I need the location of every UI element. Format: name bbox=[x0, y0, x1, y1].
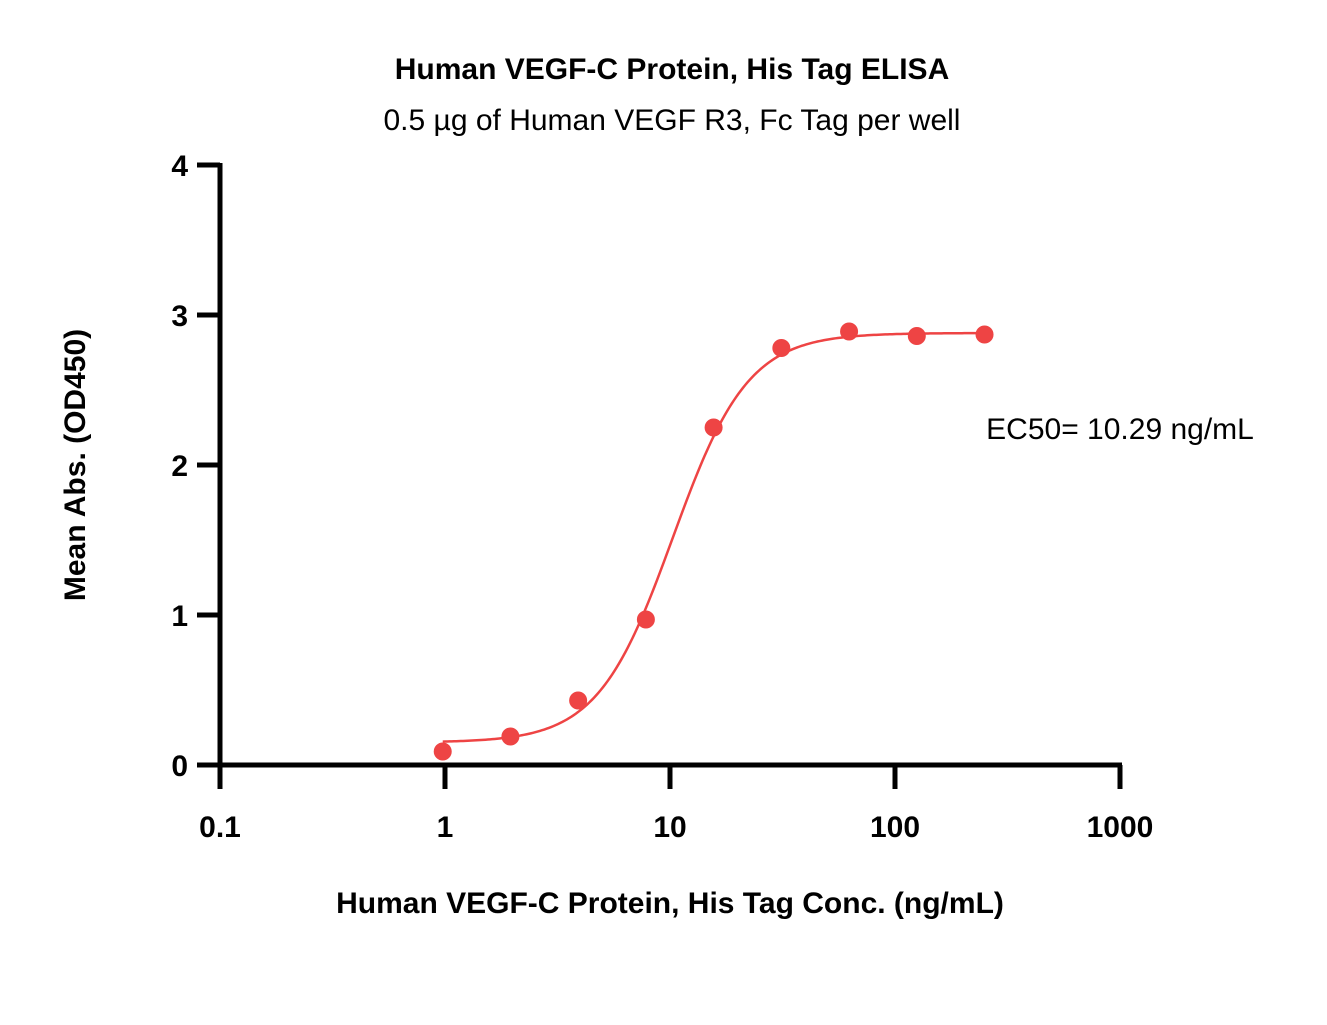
data-points bbox=[433, 322, 994, 761]
data-point bbox=[636, 610, 655, 629]
x-tick-label: 1 bbox=[437, 811, 454, 844]
y-tick-label: 2 bbox=[171, 450, 188, 483]
chart-subtitle: 0.5 µg of Human VEGF R3, Fc Tag per well bbox=[384, 104, 961, 137]
y-ticks: 0 1 2 3 4 bbox=[171, 150, 220, 783]
data-point bbox=[840, 322, 859, 341]
ec50-annotation: EC50= 10.29 ng/mL bbox=[986, 413, 1254, 446]
data-point bbox=[975, 325, 994, 344]
data-point bbox=[569, 691, 588, 710]
data-point bbox=[704, 418, 723, 437]
x-axis-label: Human VEGF-C Protein, His Tag Conc. (ng/… bbox=[336, 887, 1004, 920]
data-point bbox=[501, 727, 520, 746]
data-point bbox=[907, 327, 926, 345]
y-axis-label: Mean Abs. (OD450) bbox=[59, 329, 92, 601]
chart-title: Human VEGF-C Protein, His Tag ELISA bbox=[395, 53, 950, 86]
y-tick-label: 4 bbox=[171, 150, 188, 183]
y-tick-label: 3 bbox=[171, 300, 188, 333]
x-tick-label: 100 bbox=[870, 811, 920, 844]
data-point bbox=[772, 339, 791, 357]
y-tick-label: 0 bbox=[171, 750, 188, 783]
x-tick-label: 10 bbox=[653, 811, 686, 844]
x-tick-label: 1000 bbox=[1087, 811, 1154, 844]
x-ticks: 0.1 1 10 100 1000 bbox=[199, 765, 1153, 844]
data-point bbox=[433, 742, 452, 761]
x-tick-label: 0.1 bbox=[199, 811, 241, 844]
fit-curve bbox=[442, 331, 985, 743]
y-tick-label: 1 bbox=[171, 600, 188, 633]
